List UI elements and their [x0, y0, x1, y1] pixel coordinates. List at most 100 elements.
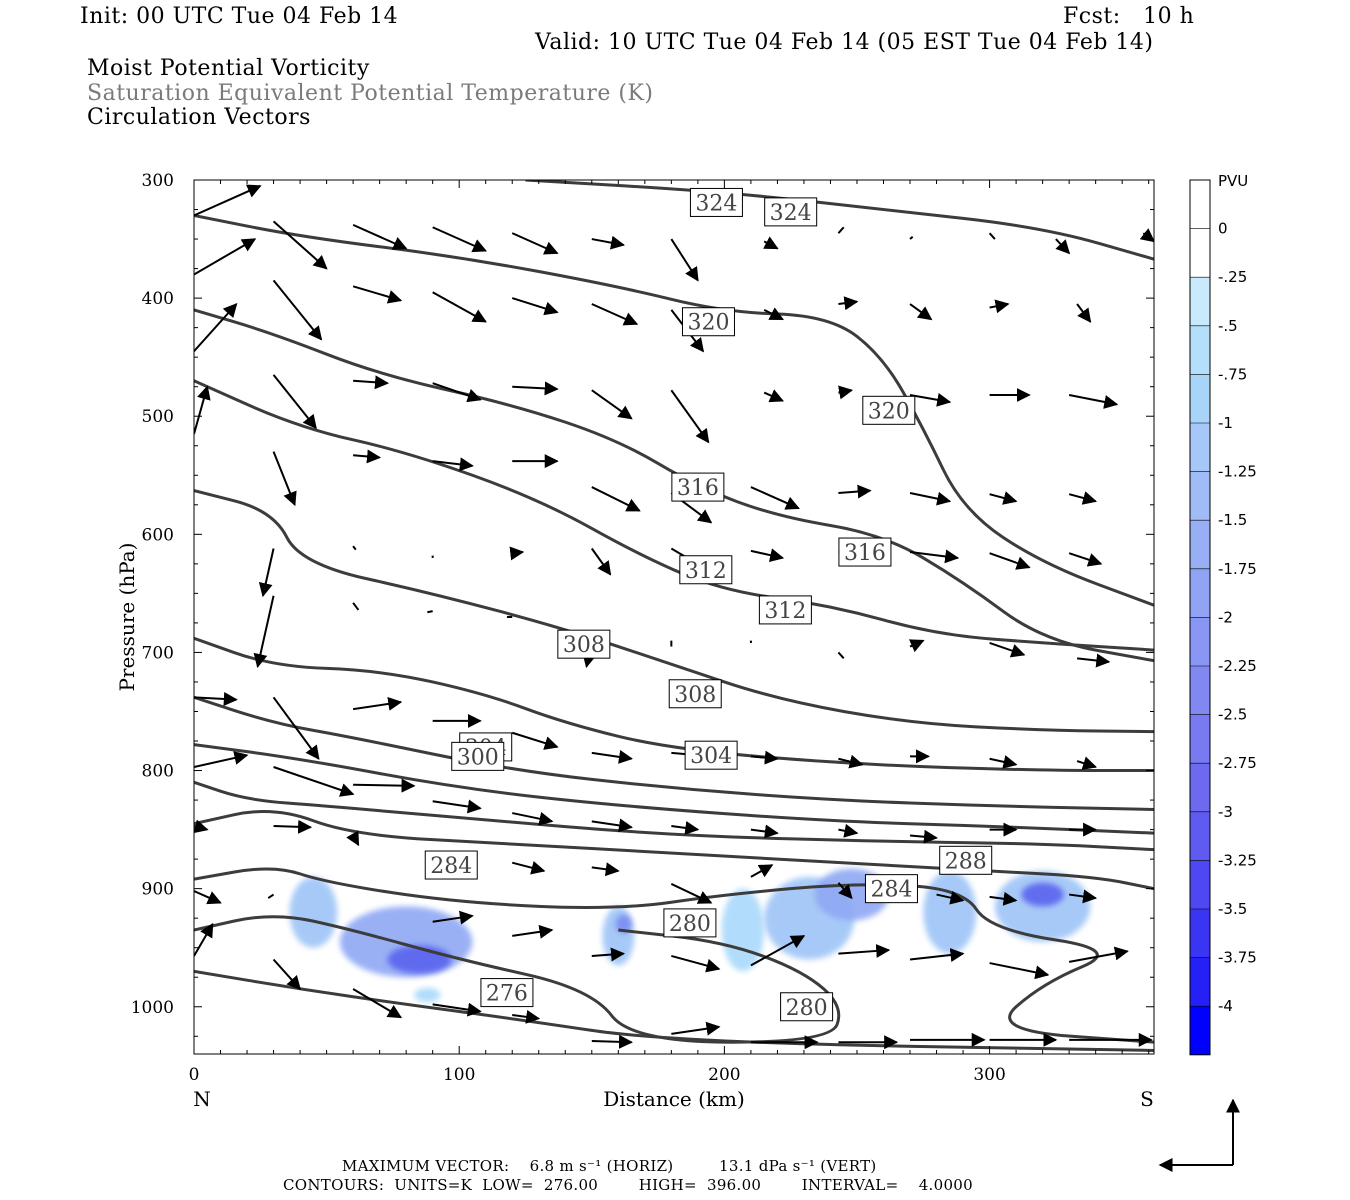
circulation-vector [838, 754, 864, 769]
contour-label-box [838, 537, 892, 567]
contour-label-box [864, 874, 918, 904]
contour-label-box [689, 187, 743, 217]
circulation-vector [909, 948, 965, 962]
circulation-vector [432, 226, 487, 253]
circulation-vector [194, 890, 222, 905]
circulation-vector [989, 491, 1018, 505]
circulation-vector [512, 924, 554, 939]
contour-label-text: 308 [563, 633, 605, 658]
contour-line-280 [194, 915, 841, 1044]
contour-line-296 [194, 743, 1154, 835]
contour-label-text: 284 [870, 878, 912, 903]
x-end-label-right: S [1140, 1087, 1154, 1111]
circulation-vector [352, 285, 403, 304]
contour-label-324: 324 [764, 197, 818, 227]
contour-label-316: 316 [838, 537, 892, 567]
contour-line-324 [525, 180, 1154, 261]
circulation-vector [352, 696, 403, 711]
circulation-vector [272, 279, 323, 341]
colorbar-cell [1190, 325, 1210, 375]
y-tick-label: 700 [142, 643, 174, 663]
circulation-vector [194, 691, 238, 706]
colorbar-cell [1190, 617, 1210, 666]
circulation-vector [1068, 552, 1103, 567]
circulation-vector [591, 303, 639, 326]
circulation-vector [671, 820, 700, 835]
circulation-vector [670, 238, 699, 282]
circulation-vector [591, 749, 633, 764]
circulation-vector [591, 389, 633, 420]
x-tick-label: 300 [973, 1065, 1005, 1085]
x-end-label-left: N [193, 1087, 211, 1111]
contour-label-box [764, 197, 818, 227]
contour-info: CONTOURS: UNITS=K LOW= 276.00 HIGH= 396.… [283, 1176, 973, 1194]
circulation-vector [353, 449, 382, 464]
contour-label-text: 324 [770, 201, 812, 226]
circulation-vector [838, 385, 854, 400]
colorbar-tick-label: -4 [1218, 997, 1233, 1015]
circulation-vector [194, 922, 214, 957]
contour-label-box [663, 908, 717, 938]
circulation-vector [989, 755, 1018, 769]
circulation-vector [763, 236, 779, 250]
contour-label-box [480, 978, 534, 1008]
valid-time: Valid: 10 UTC Tue 04 Feb 14 (05 EST Tue … [535, 30, 1154, 55]
contour-line-304 [194, 636, 1154, 773]
circulation-vector [1076, 653, 1111, 668]
y-tick-label: 400 [142, 289, 174, 309]
circulation-vector [1139, 228, 1154, 243]
circulation-vector [671, 1021, 721, 1036]
contour-label-box [780, 992, 834, 1022]
circulation-vector [511, 297, 559, 316]
circulation-vector [352, 545, 357, 551]
circulation-vector [909, 392, 952, 407]
circulation-vector [1069, 889, 1098, 904]
circulation-vector [1076, 303, 1092, 323]
circulation-vector [838, 943, 891, 958]
colorbar-cell [1190, 423, 1210, 472]
contour-label-text: 324 [695, 191, 737, 216]
circulation-vector [511, 232, 559, 255]
circulation-vector [750, 935, 806, 967]
circulation-vector [352, 988, 403, 1019]
circulation-vector [670, 389, 710, 444]
circulation-vector [591, 235, 625, 250]
circulation-vector [1068, 946, 1129, 963]
contour-label-box [424, 850, 478, 880]
colorbar-cell [1190, 909, 1210, 958]
contour-label-280: 280 [780, 992, 834, 1022]
colorbar-tick-label: -1 [1218, 414, 1233, 432]
y-tick-label: 800 [142, 762, 174, 782]
circulation-vector [837, 882, 853, 900]
circulation-vector [591, 1034, 633, 1049]
x-tick-label: 100 [443, 1065, 475, 1085]
contour-label-box [758, 595, 812, 625]
circulation-vector [988, 232, 996, 240]
circulation-vector [432, 382, 482, 403]
colorbar-tick-label: -1.5 [1218, 511, 1247, 529]
colorbar-tick-label: -2.5 [1218, 706, 1247, 724]
circulation-vectors [194, 184, 1154, 1050]
circulation-vector [511, 731, 559, 750]
circulation-vector [750, 824, 779, 839]
axes: 300 400 500 600 700 800 900 1000 0 100 200 300 Dista… [115, 171, 1154, 1111]
contour-label-288: 288 [939, 845, 993, 875]
pv-region [721, 888, 765, 972]
circulation-vector [1068, 393, 1119, 409]
circulation-vector [590, 547, 612, 576]
colorbar-tick-label: -3.25 [1218, 851, 1257, 869]
circulation-vector [837, 226, 845, 234]
circulation-vector [194, 819, 209, 834]
colorbar-cell [1190, 1006, 1210, 1055]
contour-label-284: 284 [424, 850, 478, 880]
circulation-vector [353, 778, 416, 793]
circulation-vector [352, 602, 360, 611]
contour-label-box [668, 679, 722, 709]
circulation-vector [591, 862, 620, 877]
circulation-vector [591, 947, 626, 962]
contour-label-320: 320 [862, 395, 916, 425]
x-axis-label: Distance (km) [603, 1087, 745, 1111]
contour-label-box [671, 472, 725, 502]
contour-label-box [684, 740, 738, 770]
